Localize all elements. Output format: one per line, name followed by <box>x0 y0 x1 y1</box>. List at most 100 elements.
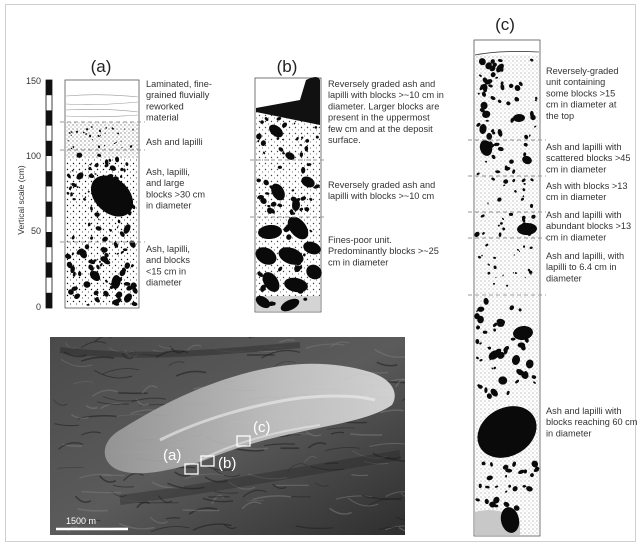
block-clast <box>260 284 266 292</box>
block-clast <box>120 140 122 143</box>
terrain-stroke <box>372 452 401 460</box>
block-clast <box>530 178 534 182</box>
block-clast <box>520 197 524 201</box>
block-clast <box>510 337 516 341</box>
terrain-stroke <box>384 456 405 462</box>
block-clast <box>490 96 496 101</box>
map-label-c: (c) <box>253 419 271 436</box>
panel-label-a: (a) <box>91 57 112 76</box>
block-clast <box>493 328 497 332</box>
terrain-stroke <box>261 349 300 359</box>
block-clast <box>94 173 97 175</box>
flow-deposit <box>104 363 395 474</box>
block-clast <box>301 176 315 188</box>
scale-tick-100: 100 <box>26 151 41 161</box>
block-clast <box>480 214 485 218</box>
unit-description-line: material <box>146 113 179 123</box>
terrain-stroke <box>363 460 389 465</box>
block-clast <box>481 254 483 257</box>
block-clast <box>531 214 536 219</box>
block-clast <box>497 224 500 227</box>
block-clast <box>265 278 272 284</box>
block-clast <box>109 229 112 232</box>
unit-description-line: cm in diameter <box>546 164 606 174</box>
block-clast <box>299 152 303 157</box>
block-clast <box>493 265 497 270</box>
block-clast <box>493 282 496 285</box>
block-clast <box>530 473 534 478</box>
location-box-a <box>184 463 199 475</box>
block-clast <box>115 141 117 144</box>
block-clast <box>529 134 531 137</box>
block-clast <box>89 134 92 138</box>
block-clast <box>476 172 480 176</box>
terrain-stroke <box>141 385 158 395</box>
block-clast <box>300 136 304 139</box>
block-clast <box>505 468 513 473</box>
terrain-stroke <box>81 431 101 436</box>
block-clast <box>117 132 120 135</box>
unit-description-line: unit containing <box>546 77 605 87</box>
terrain-stroke <box>150 526 190 533</box>
block-clast <box>84 244 90 250</box>
block-clast <box>522 155 532 165</box>
unit-description-line: Ash, lapilli, <box>146 167 190 177</box>
block-clast <box>68 186 72 190</box>
block-clast <box>477 306 485 312</box>
terrain-stroke <box>295 525 333 530</box>
unit-description-a-3: Ash, lapilli, and large blocks >30 cm in di… <box>146 167 205 211</box>
block-clast <box>478 483 482 489</box>
unit-description-c-5: Ash and lapilli, with lapilli to 6.4 cm i… <box>546 251 624 283</box>
terrain-stroke <box>168 361 185 366</box>
block-clast <box>485 119 489 122</box>
block-clast <box>257 271 264 277</box>
block-clast <box>486 393 492 399</box>
unit-description-line: cm in diameter <box>546 192 606 202</box>
block-clast <box>263 179 269 186</box>
block-clast <box>87 222 91 227</box>
block-clast <box>94 163 99 168</box>
unit-description-line: present in the uppermost <box>328 113 430 123</box>
terrain-stroke <box>361 495 402 500</box>
block-clast <box>272 302 276 306</box>
block-clast <box>478 255 482 259</box>
column-a: (a) Laminated, fine-grained fluvially rew… <box>60 57 212 309</box>
terrain-stroke <box>124 350 138 358</box>
terrain-stroke <box>118 522 155 530</box>
block-clast <box>493 496 500 504</box>
block-clast <box>104 163 109 168</box>
terrain-stroke <box>80 341 107 349</box>
terrain-stroke <box>131 397 166 403</box>
block-clast <box>479 124 487 134</box>
terrain-stroke <box>74 495 92 503</box>
block-clast <box>494 485 499 488</box>
block-clast <box>66 261 73 269</box>
block-clast <box>82 131 85 134</box>
block-clast <box>496 63 504 73</box>
block-clast <box>70 131 73 133</box>
lamination-lines <box>65 94 139 118</box>
unit-description-line: Fines-poor unit. <box>328 235 392 245</box>
block-clast <box>488 84 493 88</box>
unit-description-line: and blocks <box>146 255 190 265</box>
block-clast <box>515 379 520 384</box>
unit-description-line: and large <box>146 178 184 188</box>
terrain-stroke <box>81 491 122 494</box>
block-clast <box>521 217 526 223</box>
block-clast <box>513 113 525 123</box>
block-clast <box>487 271 491 275</box>
terrain-stroke <box>82 519 101 525</box>
block-clast <box>492 322 498 327</box>
block-clast <box>282 138 284 141</box>
block-clast <box>484 387 488 394</box>
terrain-stroke <box>252 495 291 501</box>
block-clast <box>67 173 71 179</box>
terrain-stroke <box>326 427 355 430</box>
column-b: (b) Reversely graded ash and lapilli with… <box>250 57 444 313</box>
block-clast <box>486 132 493 140</box>
unit-description-line: diameter <box>546 273 582 283</box>
block-clast <box>497 146 504 152</box>
block-clast <box>513 505 520 511</box>
block-clast <box>477 92 480 95</box>
terrain-stroke <box>175 370 207 377</box>
